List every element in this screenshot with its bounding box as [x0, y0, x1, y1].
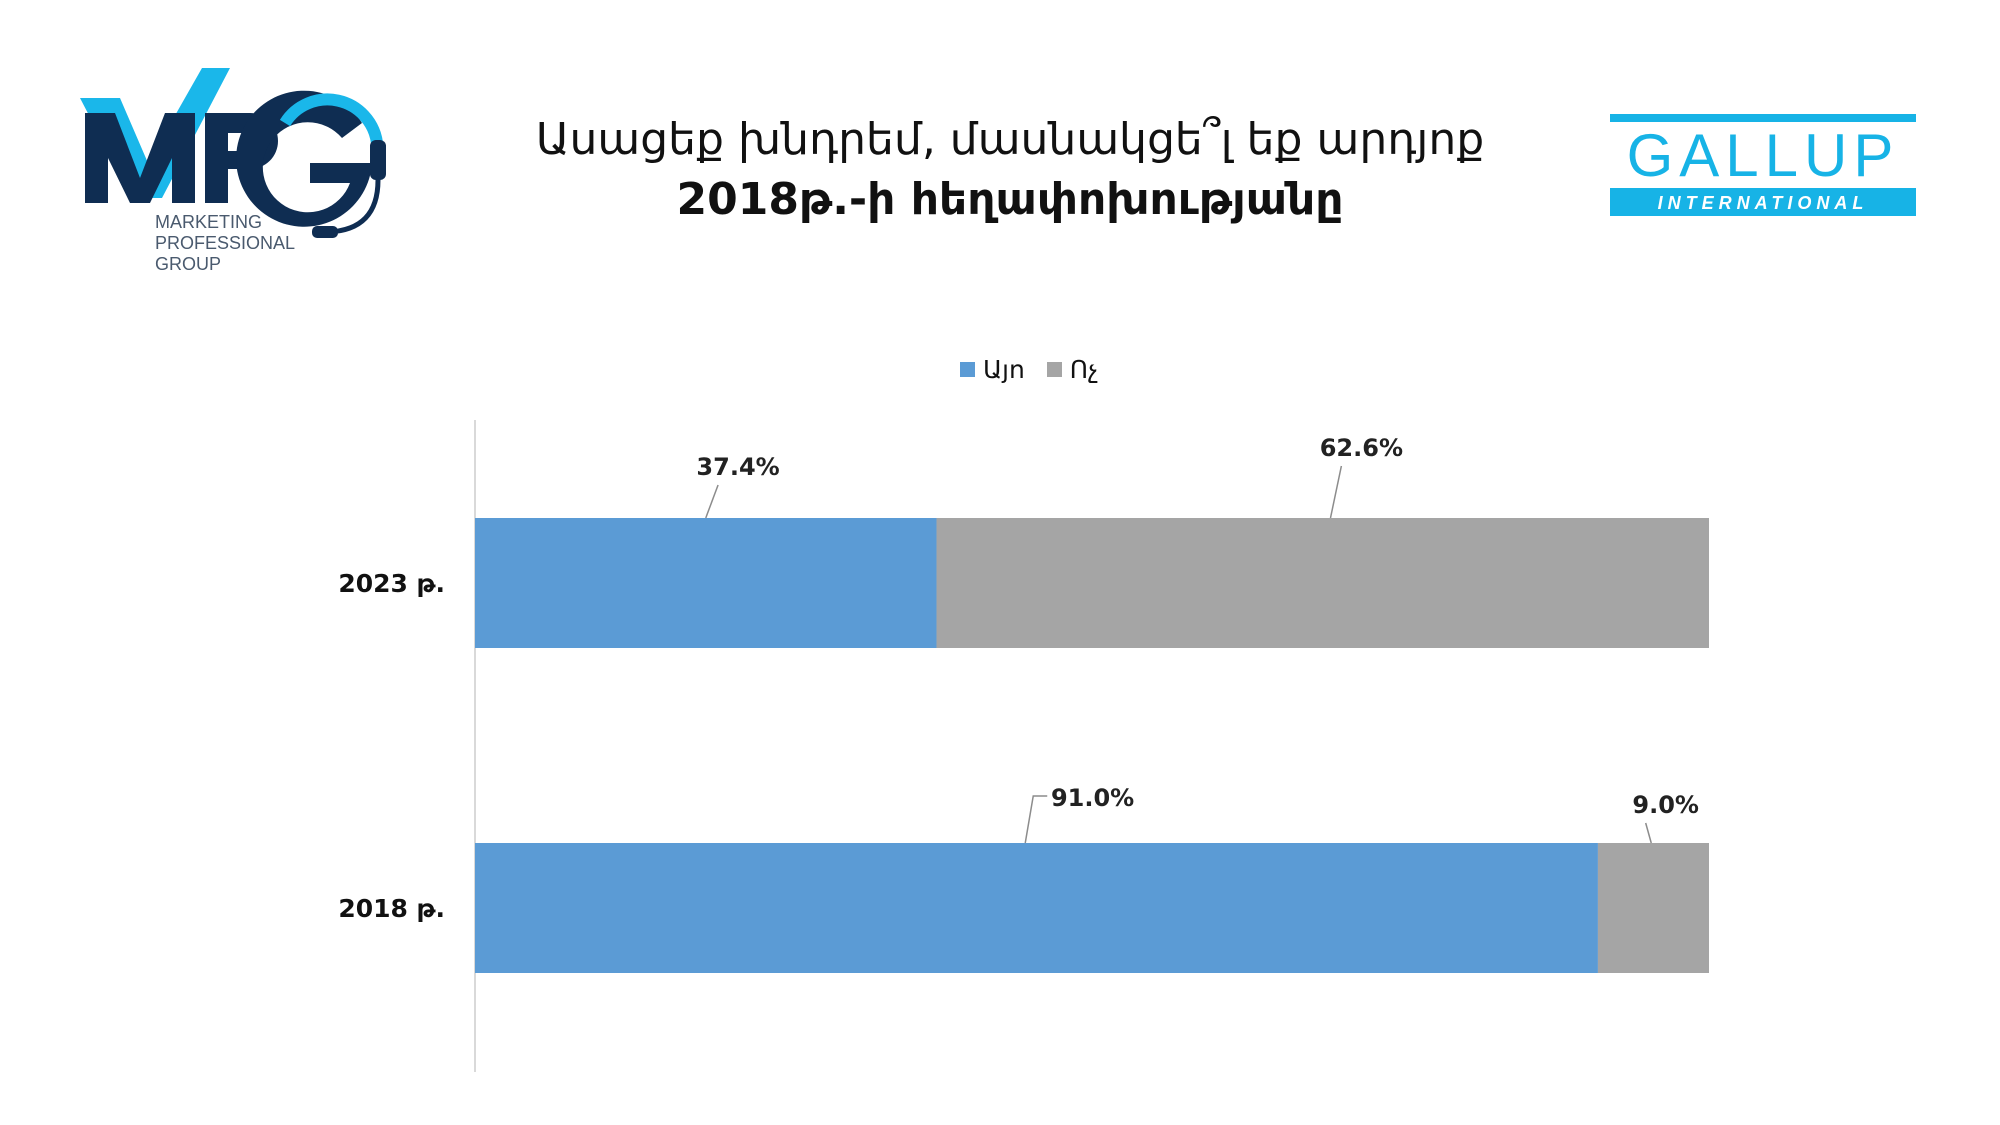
- mpg-logo: MARKETING PROFESSIONAL GROUP: [80, 68, 410, 278]
- legend-item-no: Ոչ: [1046, 355, 1099, 384]
- data-label-leader: [1024, 795, 1048, 844]
- chart-legend: Այո Ոչ: [960, 355, 1120, 384]
- category-label: 2023 թ.: [338, 569, 445, 598]
- legend-label-no: Ոչ: [1069, 355, 1099, 384]
- bar-segment: [475, 518, 937, 648]
- legend-label-yes: Այո: [983, 355, 1025, 384]
- gallup-logo: GALLUP INTERNATIONAL: [1610, 110, 1920, 220]
- chart-title: Ասացեք խնդրեմ, մասնակցե՞լ եք արդյոք 2018…: [470, 110, 1550, 230]
- bar-segment: [936, 518, 1709, 648]
- legend-swatch-yes: [960, 362, 975, 377]
- bar-segment: [475, 843, 1598, 973]
- svg-text:INTERNATIONAL: INTERNATIONAL: [1658, 193, 1869, 213]
- bar-segment: [1597, 843, 1709, 973]
- svg-text:GALLUP: GALLUP: [1627, 122, 1900, 189]
- mpg-logo-text: MARKETING PROFESSIONAL GROUP: [155, 212, 299, 274]
- data-label: 37.4%: [696, 453, 779, 481]
- chart-title-line2: 2018թ.-ի հեղափոխությանը: [676, 174, 1344, 225]
- legend-swatch-no: [1046, 362, 1062, 377]
- data-label: 91.0%: [1051, 784, 1134, 812]
- chart-title-line1: Ասացեք խնդրեմ, մասնակցե՞լ եք արդյոք: [535, 114, 1485, 165]
- data-label: 62.6%: [1320, 434, 1403, 462]
- legend-item-yes: Այո: [960, 355, 1025, 384]
- data-label: 9.0%: [1632, 791, 1699, 819]
- category-label: 2018 թ.: [338, 894, 445, 923]
- data-label-leader: [705, 484, 719, 519]
- data-label-leader: [1644, 822, 1652, 844]
- data-label-leader: [1329, 465, 1343, 519]
